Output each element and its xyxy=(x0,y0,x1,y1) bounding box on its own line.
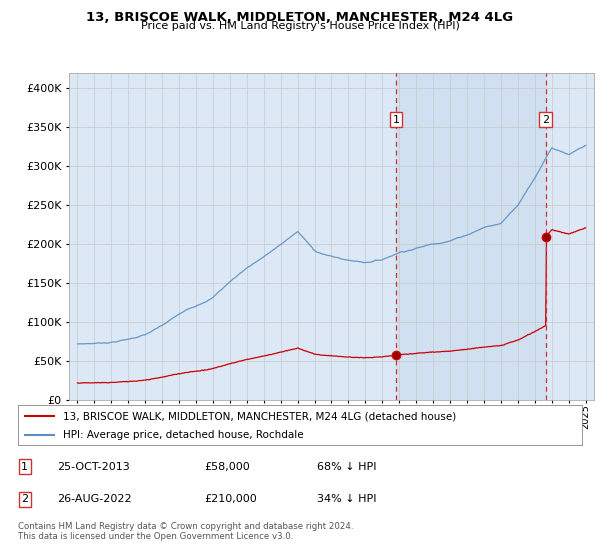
Text: 25-OCT-2013: 25-OCT-2013 xyxy=(58,462,130,472)
Text: 26-AUG-2022: 26-AUG-2022 xyxy=(58,494,132,504)
Text: Contains HM Land Registry data © Crown copyright and database right 2024.
This d: Contains HM Land Registry data © Crown c… xyxy=(18,522,353,542)
Text: £58,000: £58,000 xyxy=(204,462,250,472)
Text: £210,000: £210,000 xyxy=(204,494,257,504)
Bar xyxy=(396,73,546,400)
Text: 2: 2 xyxy=(21,494,28,504)
Text: 1: 1 xyxy=(392,115,400,125)
Text: 13, BRISCOE WALK, MIDDLETON, MANCHESTER, M24 4LG: 13, BRISCOE WALK, MIDDLETON, MANCHESTER,… xyxy=(86,11,514,24)
Text: 1: 1 xyxy=(21,462,28,472)
Text: Price paid vs. HM Land Registry's House Price Index (HPI): Price paid vs. HM Land Registry's House … xyxy=(140,21,460,31)
Text: 13, BRISCOE WALK, MIDDLETON, MANCHESTER, M24 4LG (detached house): 13, BRISCOE WALK, MIDDLETON, MANCHESTER,… xyxy=(63,411,457,421)
Text: 34% ↓ HPI: 34% ↓ HPI xyxy=(317,494,376,504)
Text: 68% ↓ HPI: 68% ↓ HPI xyxy=(317,462,376,472)
Text: HPI: Average price, detached house, Rochdale: HPI: Average price, detached house, Roch… xyxy=(63,430,304,440)
Text: 2: 2 xyxy=(542,115,549,125)
